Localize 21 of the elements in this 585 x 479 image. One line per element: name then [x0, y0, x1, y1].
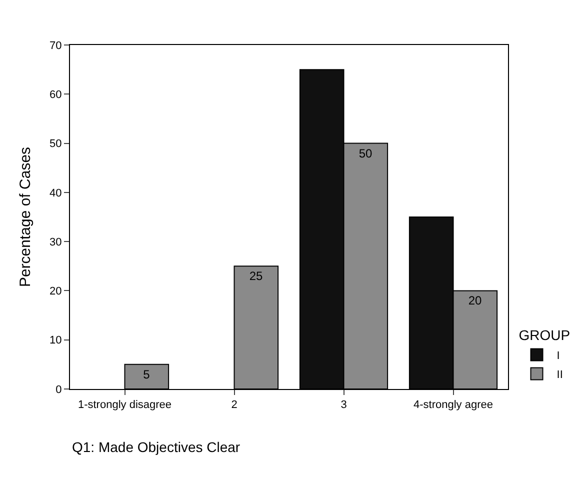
y-tick-label: 60: [50, 88, 62, 101]
y-tick-label: 40: [50, 187, 62, 200]
legend-title: GROUP: [518, 327, 570, 344]
x-axis-title: Q1: Made Objectives Clear: [72, 439, 240, 455]
legend-label: I: [556, 350, 560, 362]
y-tick-label: 10: [50, 334, 62, 347]
x-tick-label: 4-strongly agree: [414, 399, 493, 412]
data-label: 20: [468, 294, 482, 308]
x-tick-label: 3: [340, 399, 347, 412]
x-tick-label: 1-strongly disagree: [78, 399, 172, 412]
y-tick-label: 20: [50, 286, 62, 298]
y-tick-label: 30: [50, 236, 62, 248]
y-axis-title: Percentage of Cases: [16, 146, 34, 288]
y-tick-label: 70: [50, 40, 62, 52]
data-label: 50: [358, 146, 372, 160]
data-label: 5: [143, 367, 150, 382]
data-label: 25: [249, 269, 263, 284]
y-tick-label: 0: [56, 384, 62, 396]
x-tick-label: 2: [231, 399, 238, 412]
legend-label: II: [556, 368, 563, 381]
y-tick-label: 50: [50, 138, 62, 150]
